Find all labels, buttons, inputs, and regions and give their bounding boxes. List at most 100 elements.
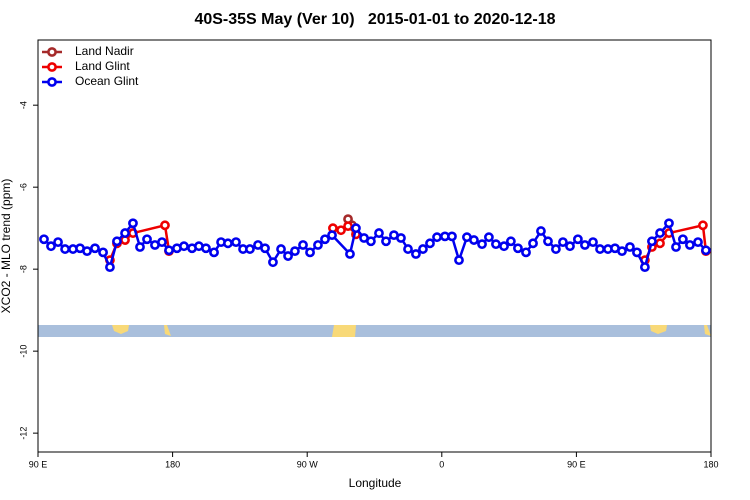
data-point bbox=[513, 243, 523, 254]
ocean-band bbox=[38, 325, 711, 337]
plot-frame bbox=[37, 39, 712, 453]
data-point bbox=[396, 233, 406, 243]
data-point bbox=[528, 238, 538, 249]
data-point bbox=[245, 244, 255, 254]
data-point bbox=[572, 234, 583, 245]
legend-label: Land Glint bbox=[75, 59, 130, 73]
data-point bbox=[432, 232, 442, 243]
data-point bbox=[655, 228, 665, 238]
land-shape bbox=[650, 325, 667, 334]
data-point bbox=[647, 236, 657, 247]
data-point bbox=[632, 247, 642, 258]
data-point bbox=[595, 244, 605, 254]
data-point bbox=[39, 234, 49, 245]
data-point bbox=[655, 238, 665, 249]
x-tick-label: 0 bbox=[439, 459, 444, 469]
land-shape bbox=[112, 325, 129, 334]
data-point bbox=[580, 240, 590, 250]
data-point bbox=[336, 225, 346, 236]
data-point bbox=[283, 251, 293, 261]
data-point bbox=[588, 237, 598, 248]
data-point bbox=[374, 228, 384, 238]
land-shape bbox=[704, 325, 711, 336]
data-point bbox=[469, 235, 479, 245]
y-tick-label: -6 bbox=[18, 183, 28, 191]
data-point bbox=[260, 243, 270, 254]
data-point bbox=[142, 234, 152, 245]
data-point bbox=[53, 237, 63, 248]
chart-title: 40S-35S May (Ver 10) 2015-01-01 to 2020-… bbox=[194, 11, 555, 28]
legend-marker bbox=[47, 77, 57, 87]
y-tick-label: -12 bbox=[18, 427, 28, 440]
data-point bbox=[343, 221, 353, 232]
data-point bbox=[565, 241, 575, 252]
data-point bbox=[46, 241, 56, 252]
data-point bbox=[484, 232, 494, 243]
data-point bbox=[536, 226, 546, 236]
data-point bbox=[313, 240, 323, 250]
data-point bbox=[558, 237, 568, 248]
data-point bbox=[381, 236, 391, 247]
legend-marker bbox=[47, 47, 57, 57]
data-point bbox=[223, 238, 233, 249]
data-point bbox=[209, 247, 219, 258]
data-point bbox=[82, 246, 92, 257]
data-point bbox=[685, 240, 695, 250]
legend-label: Land Nadir bbox=[75, 44, 134, 58]
data-point bbox=[454, 255, 464, 266]
data-point bbox=[345, 249, 355, 259]
data-point bbox=[157, 237, 167, 248]
land-shape bbox=[164, 325, 171, 336]
data-point bbox=[639, 262, 650, 273]
data-point bbox=[128, 218, 138, 229]
data-point bbox=[351, 223, 361, 234]
data-point bbox=[105, 262, 115, 273]
data-point bbox=[164, 245, 174, 256]
x-axis-label: Longitude bbox=[349, 476, 402, 490]
x-tick-label: 180 bbox=[165, 459, 180, 469]
data-point bbox=[290, 246, 300, 257]
data-point bbox=[366, 236, 376, 247]
data-point bbox=[403, 244, 413, 254]
data-point bbox=[425, 238, 435, 249]
data-point bbox=[701, 245, 711, 256]
data-point bbox=[268, 257, 278, 268]
data-point bbox=[671, 242, 681, 252]
data-point bbox=[201, 243, 211, 254]
legend-label: Ocean Glint bbox=[75, 74, 139, 88]
y-axis-label: XCO2 - MLO trend (ppm) bbox=[0, 179, 13, 314]
data-point bbox=[418, 244, 428, 254]
data-point bbox=[135, 242, 145, 252]
data-point bbox=[98, 247, 108, 258]
data-point bbox=[499, 241, 509, 252]
x-tick-label: 180 bbox=[703, 459, 718, 469]
data-point bbox=[617, 246, 627, 257]
data-point bbox=[276, 244, 286, 254]
data-point bbox=[305, 247, 315, 258]
data-point bbox=[491, 239, 501, 250]
data-point bbox=[477, 239, 487, 250]
data-point bbox=[320, 234, 330, 245]
x-tick-label: 90 E bbox=[567, 459, 586, 469]
x-tick-label: 90 E bbox=[29, 459, 48, 469]
data-point bbox=[179, 241, 189, 252]
data-point bbox=[298, 240, 308, 250]
data-point bbox=[625, 242, 635, 252]
data-point bbox=[505, 236, 516, 247]
data-point bbox=[90, 243, 100, 254]
data-point bbox=[231, 237, 241, 248]
data-point bbox=[693, 237, 703, 248]
land-shape bbox=[332, 325, 356, 337]
data-point bbox=[698, 220, 708, 231]
data-point bbox=[521, 247, 531, 258]
data-point bbox=[664, 218, 674, 229]
y-tick-label: -10 bbox=[18, 345, 28, 358]
y-tick-label: -4 bbox=[18, 101, 28, 109]
data-point bbox=[543, 236, 553, 247]
data-point bbox=[60, 244, 70, 254]
data-point bbox=[120, 228, 130, 238]
legend-marker bbox=[47, 62, 57, 72]
data-point bbox=[447, 231, 457, 242]
